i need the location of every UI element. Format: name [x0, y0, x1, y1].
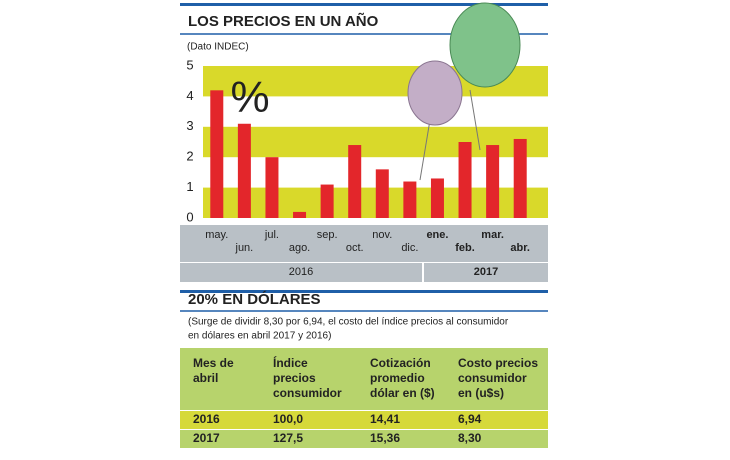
bar	[237, 123, 251, 218]
table-header-bg	[180, 348, 548, 410]
x-tick-label: sep.	[317, 229, 338, 241]
table-cell: 8,30	[458, 431, 482, 445]
x-tick-label: abr.	[510, 242, 530, 254]
table-header: Índice	[273, 355, 308, 370]
year-band	[424, 263, 548, 282]
bar	[293, 211, 307, 218]
table-cell: 15,36	[370, 431, 400, 445]
section-rule	[180, 290, 548, 293]
balloon	[449, 2, 521, 88]
balloon-string	[469, 89, 481, 151]
table-cell: 14,41	[370, 412, 400, 426]
y-tick-label: 0	[186, 209, 193, 224]
year-label: 2017	[474, 266, 498, 278]
table-header: promedio	[370, 371, 425, 385]
table-row-bg	[180, 411, 548, 429]
table-cell: 127,5	[273, 431, 303, 445]
bar	[486, 145, 500, 218]
bar	[403, 181, 417, 218]
y-tick-label: 3	[186, 118, 193, 133]
x-tick-label: ago.	[289, 242, 310, 254]
balloon	[407, 60, 463, 126]
year-band	[180, 263, 422, 282]
bar	[430, 178, 444, 218]
table-header: dólar en ($)	[370, 386, 435, 400]
table-header: Mes de	[193, 356, 234, 370]
x-tick-label: may.	[205, 229, 228, 241]
x-tick-label: feb.	[455, 242, 475, 254]
annotation: %	[230, 73, 269, 122]
table-title: 20% EN DÓLARES	[188, 290, 321, 308]
x-tick-label: jul.	[264, 229, 279, 241]
top-rule	[180, 3, 548, 6]
table-cell: 2016	[193, 412, 220, 426]
bar	[265, 157, 279, 218]
table-header: abril	[193, 371, 218, 385]
table-header: Costo precios	[458, 356, 538, 370]
year-label: 2016	[289, 266, 313, 278]
table-note: en dólares en abril 2017 y 2016)	[188, 331, 331, 342]
table-header: consumidor	[458, 371, 527, 385]
table-cell: 2017	[193, 431, 220, 445]
y-tick-label: 5	[186, 57, 193, 72]
bar	[348, 145, 362, 218]
y-tick-label: 1	[186, 179, 193, 194]
table-cell: 100,0	[273, 412, 303, 426]
x-tick-label: nov.	[372, 229, 392, 241]
category-band	[180, 225, 548, 262]
y-tick-label: 2	[186, 149, 193, 164]
bar	[513, 138, 527, 218]
table-header: precios	[273, 371, 316, 385]
table-cell: 6,94	[458, 412, 482, 426]
x-tick-label: dic.	[401, 242, 418, 254]
bar	[320, 184, 334, 218]
x-tick-label: mar.	[481, 229, 504, 241]
balloon-string	[419, 119, 431, 181]
x-tick-label: oct.	[346, 242, 364, 254]
y-tick-label: 4	[186, 88, 193, 103]
table-note: (Surge de dividir 8,30 por 6,94, el cost…	[188, 317, 509, 328]
table-header: en (u$s)	[458, 386, 504, 400]
table-header: consumidor	[273, 386, 342, 400]
x-tick-label: ene.	[426, 229, 448, 241]
bar	[210, 90, 224, 218]
chart-title: LOS PRECIOS EN UN AÑO	[188, 12, 379, 30]
table-header: Cotización	[370, 356, 431, 370]
table-row-bg	[180, 430, 548, 448]
x-tick-label: jun.	[235, 242, 254, 254]
chart-subtitle: (Dato INDEC)	[187, 42, 249, 53]
balloons	[407, 2, 521, 181]
bar	[375, 169, 389, 218]
bar	[458, 142, 472, 218]
